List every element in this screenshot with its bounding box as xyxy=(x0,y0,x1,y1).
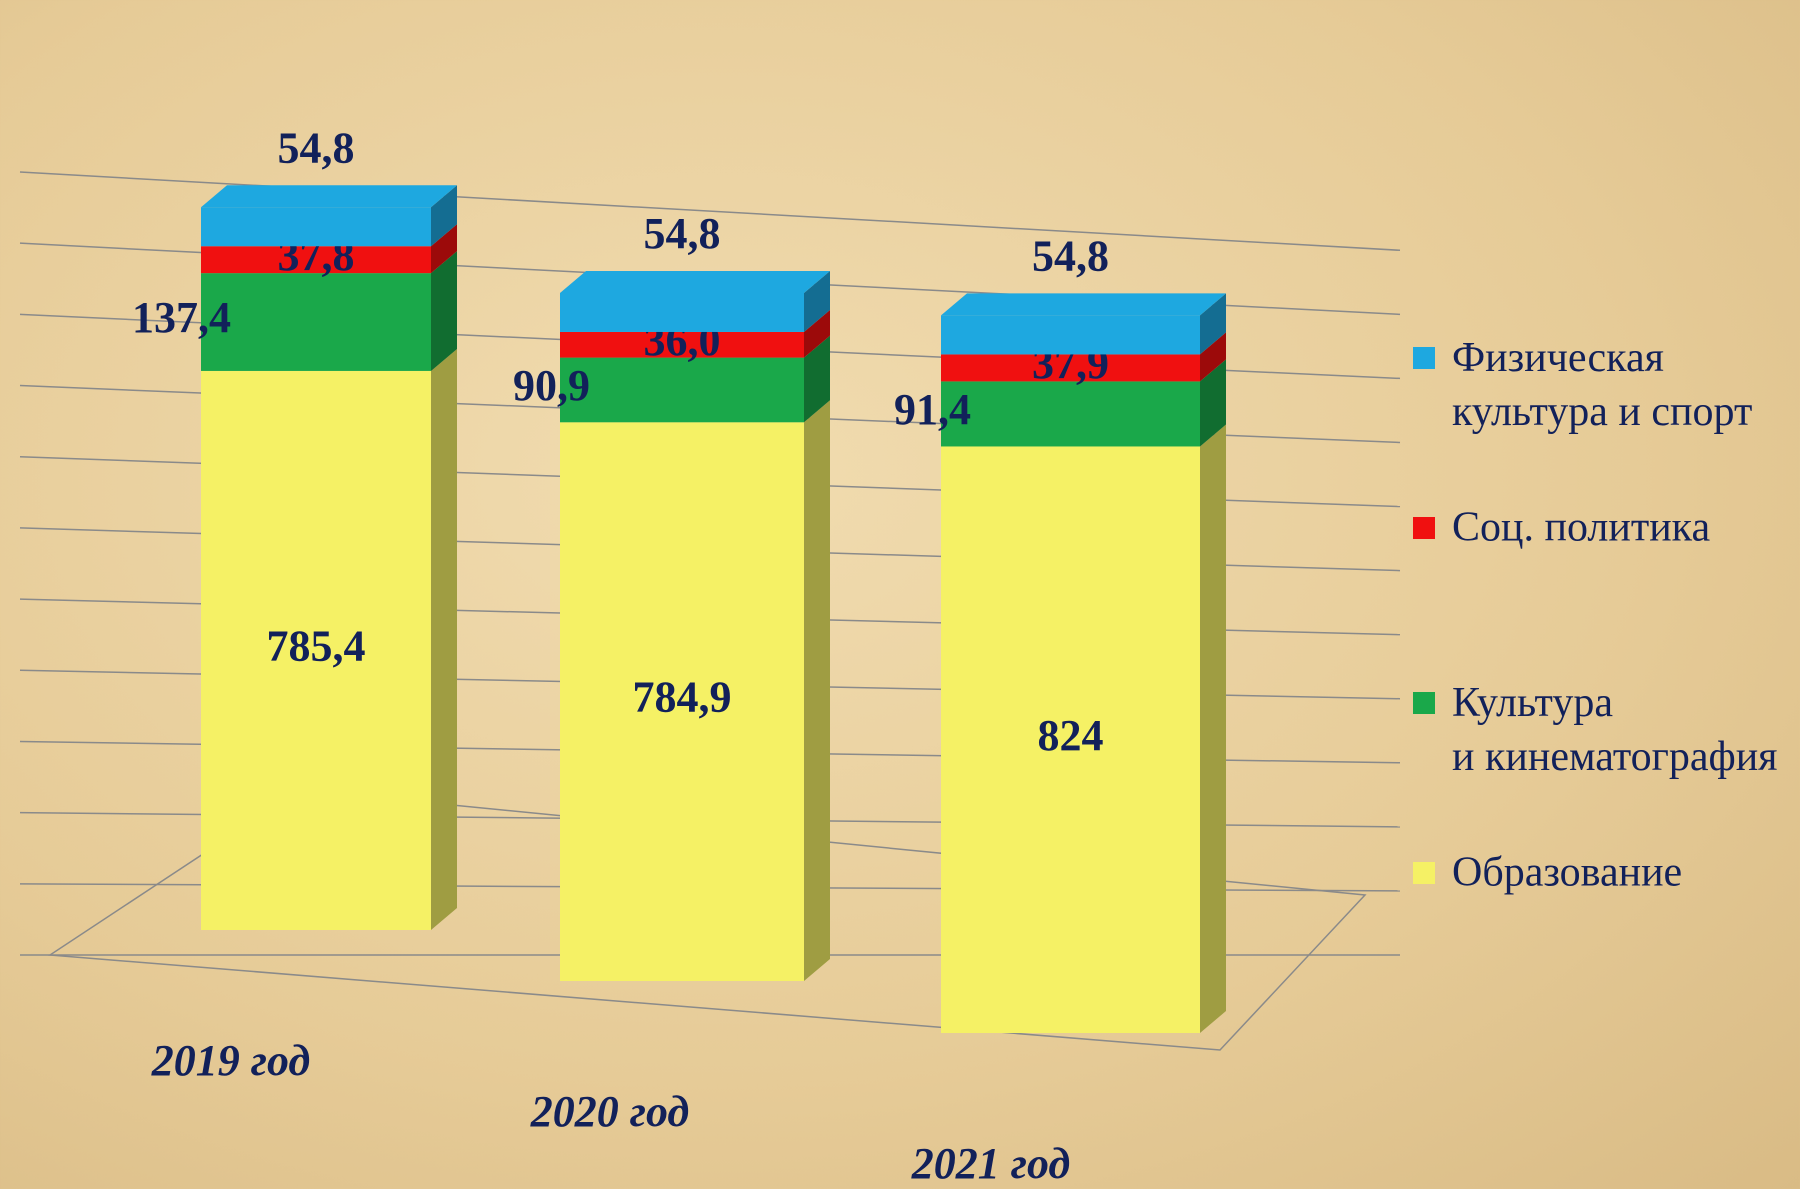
bar-side xyxy=(431,348,457,930)
x-tick-label: 2021 год xyxy=(911,1139,1071,1188)
value-label: 90,9 xyxy=(513,361,590,410)
bar-top xyxy=(560,270,830,293)
bar-segment xyxy=(560,422,804,981)
value-label: 784,9 xyxy=(633,673,732,722)
bar-top xyxy=(201,185,457,208)
bar-side xyxy=(1200,359,1226,447)
bar-side xyxy=(431,251,457,371)
bar-segment xyxy=(201,246,431,274)
bar-segment xyxy=(201,207,431,247)
value-label: 91,4 xyxy=(894,385,971,434)
x-tick-label: 2020 год xyxy=(530,1087,690,1136)
bar-top xyxy=(941,293,1226,316)
bar-segment xyxy=(560,331,804,358)
legend-swatch xyxy=(1413,692,1435,714)
value-label: 137,4 xyxy=(132,293,231,342)
value-label: 824 xyxy=(1038,711,1104,760)
bar-side xyxy=(804,400,830,981)
bar-segment xyxy=(941,381,1200,447)
bar-segment xyxy=(201,370,431,930)
legend-swatch xyxy=(1413,347,1435,369)
legend-label: Соц. политика xyxy=(1452,505,1710,551)
bar-segment xyxy=(201,273,431,371)
legend-label: Физическая культура и спорт xyxy=(1452,335,1752,435)
legend-label: Образование xyxy=(1452,850,1682,896)
grid-line xyxy=(19,171,1401,252)
bar-segment xyxy=(941,446,1200,1034)
legend-label: Культура и кинематография xyxy=(1452,680,1778,780)
bar-side xyxy=(804,335,830,423)
bar-side xyxy=(804,309,830,358)
bar-segment xyxy=(941,315,1200,355)
value-label: 54,8 xyxy=(1032,232,1109,281)
x-tick-label: 2019 год xyxy=(151,1036,311,1085)
bar-side xyxy=(1200,293,1226,355)
bar-side xyxy=(1200,332,1226,382)
bar-side xyxy=(431,185,457,247)
bar-side xyxy=(804,270,830,332)
value-label: 785,4 xyxy=(267,622,366,671)
bar-side xyxy=(1200,424,1226,1034)
value-label: 54,8 xyxy=(278,123,355,172)
value-label: 54,8 xyxy=(644,209,721,258)
bar-segment xyxy=(560,292,804,332)
bar-segment xyxy=(560,357,804,423)
legend-swatch xyxy=(1413,862,1435,884)
bar-side xyxy=(431,224,457,274)
legend-swatch xyxy=(1413,517,1435,539)
bar-segment xyxy=(941,354,1200,382)
